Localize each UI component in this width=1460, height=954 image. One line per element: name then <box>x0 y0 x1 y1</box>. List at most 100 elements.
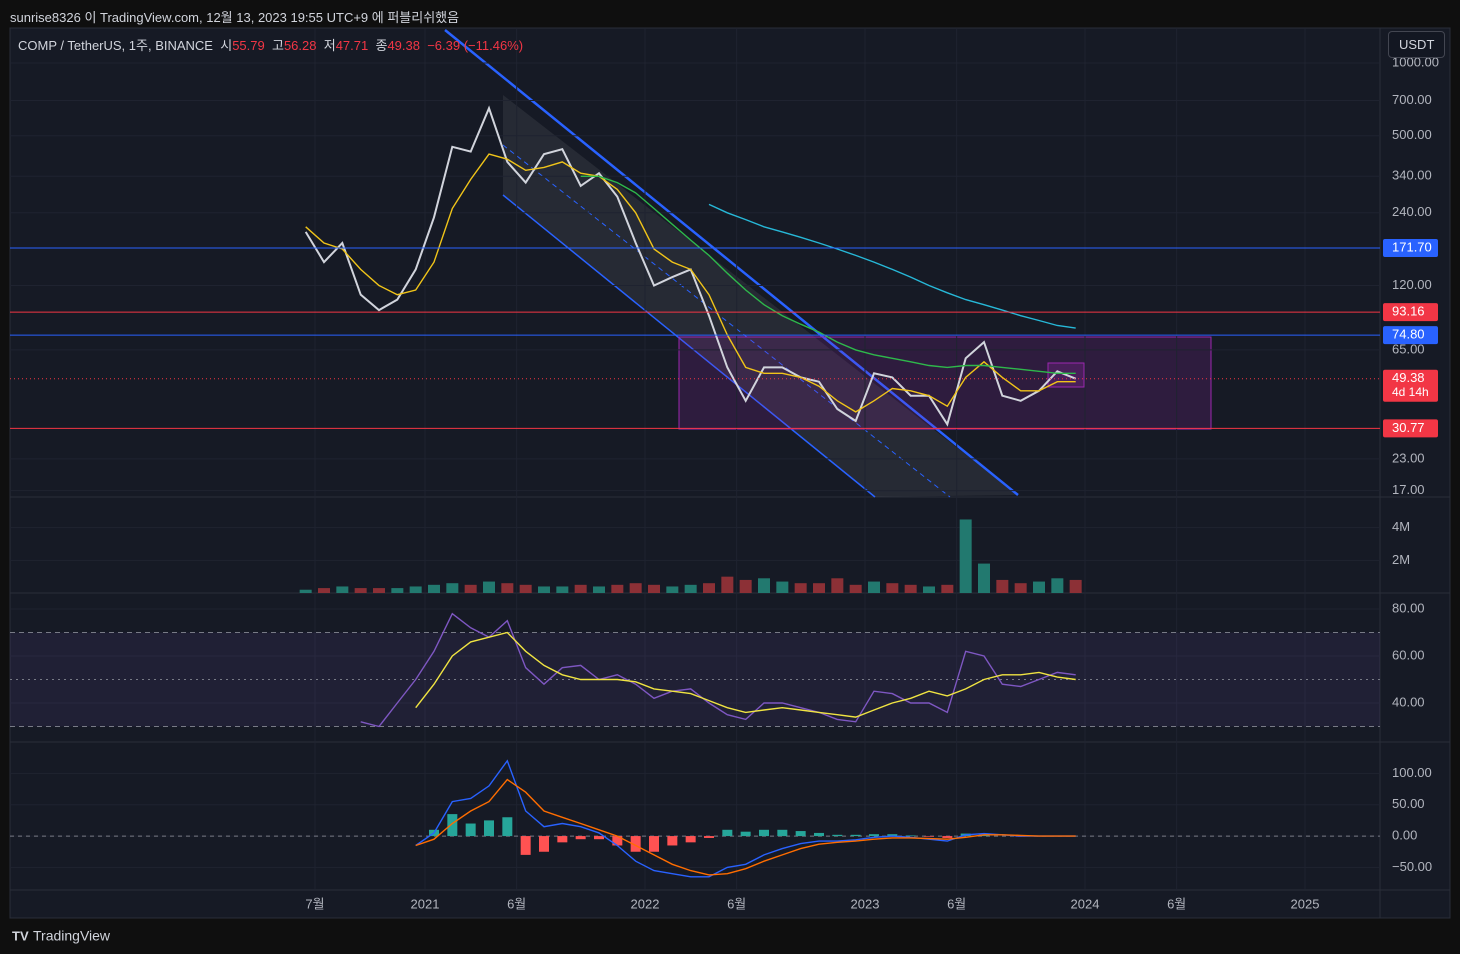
y-tick-label: 700.00 <box>1392 92 1432 107</box>
x-tick-label: 6월 <box>947 896 966 911</box>
x-tick-label: 6월 <box>1167 896 1186 911</box>
macd-histogram-bar <box>850 834 861 837</box>
symbol-legend: COMP / TetherUS, 1주, BINANCE 시55.79 고56.… <box>18 35 523 54</box>
volume-bar <box>923 586 935 593</box>
volume-bar <box>868 581 880 593</box>
macd-histogram-bar <box>630 836 641 852</box>
indicator-line <box>415 778 1076 876</box>
low: 47.71 <box>335 38 369 53</box>
level-label: 74.80 <box>1392 327 1425 342</box>
open-label: 시 <box>220 38 233 53</box>
x-tick-label: 2025 <box>1291 896 1320 911</box>
y-tick-label: 100.00 <box>1392 765 1432 780</box>
y-tick-label: 17.00 <box>1392 482 1425 497</box>
volume-bar <box>483 581 495 593</box>
volume-bar <box>574 584 587 593</box>
volume-bar <box>538 586 550 593</box>
currency-button[interactable]: USDT <box>1388 31 1446 58</box>
high-label: 고 <box>271 38 284 53</box>
plot-layer: 7월 2021 6월 2022 6월 2023 6월 2024 6월 2025 1000.00 700… <box>10 28 1439 911</box>
macd-histogram-bar <box>685 836 696 843</box>
volume-bar <box>464 584 477 593</box>
y-tick-label: 120.00 <box>1392 277 1432 292</box>
volume-bar <box>941 584 954 593</box>
high: 56.28 <box>283 38 317 53</box>
macd-histogram-bar <box>924 836 934 837</box>
volume-bar <box>996 579 1009 593</box>
macd-histogram-bar <box>557 836 568 843</box>
volume-bar <box>611 584 624 593</box>
volume-bar <box>959 519 972 593</box>
last-price-label: 49.38 <box>1392 370 1425 385</box>
y-tick-label: 40.00 <box>1392 694 1425 709</box>
volume-bar <box>849 584 862 593</box>
macd-histogram-bar <box>612 836 623 846</box>
volume-bar <box>556 586 569 593</box>
y-tick-label: 240.00 <box>1392 204 1432 219</box>
macd-histogram-bar <box>777 829 788 837</box>
volume-bar <box>684 584 697 593</box>
volume-bar <box>336 586 349 593</box>
macd-histogram-bar <box>740 831 751 837</box>
volume-bar <box>776 581 789 593</box>
chart-frame <box>9 27 1451 919</box>
volume-bar <box>1014 583 1027 593</box>
symbol: COMP / TetherUS, 1주, BINANCE <box>18 38 213 53</box>
indicator-line <box>415 759 1076 878</box>
macd-histogram-bar <box>502 817 513 837</box>
x-tick-label: 6월 <box>727 896 746 911</box>
y-tick-label: 2M <box>1392 552 1410 567</box>
macd-histogram-bar <box>484 820 494 837</box>
close-label: 종 <box>375 38 388 53</box>
y-tick-label: −50.00 <box>1392 859 1432 874</box>
level-label: 93.16 <box>1392 304 1425 319</box>
macd-histogram-bar <box>667 836 678 846</box>
macd-histogram-bar <box>575 836 586 840</box>
y-tick-label: 500.00 <box>1392 127 1432 142</box>
macd-histogram-bar <box>722 829 733 837</box>
x-tick-label: 2021 <box>411 896 440 911</box>
macd-histogram-bar <box>759 829 769 837</box>
volume-bar <box>1051 578 1064 593</box>
volume-bar <box>373 588 385 593</box>
price-line <box>305 153 1076 413</box>
brand-logo: TV <box>12 928 29 943</box>
y-tick-label: 4M <box>1392 519 1410 534</box>
volume-bar <box>1033 581 1045 593</box>
change: −6.39 (−11.46%) <box>427 38 524 53</box>
volume-bar <box>354 588 367 593</box>
y-tick-label: 23.00 <box>1392 450 1425 465</box>
open: 55.79 <box>232 38 265 53</box>
level-tag <box>1383 326 1438 345</box>
volume-bar <box>409 586 422 593</box>
macd-histogram-bar <box>539 836 549 852</box>
macd-histogram-bar <box>465 823 476 837</box>
volume-bar <box>831 578 844 593</box>
drawings <box>444 29 1212 498</box>
volume-bar <box>501 583 514 593</box>
volume-bar <box>739 579 752 593</box>
x-tick-label: 2024 <box>1071 896 1100 911</box>
volume-bar <box>391 588 404 593</box>
y-tick-label: 340.00 <box>1392 168 1432 183</box>
y-tick-label: 60.00 <box>1392 647 1425 662</box>
volume-bar <box>978 563 990 593</box>
macd-histogram-bar <box>832 834 843 837</box>
price-line <box>580 175 1076 374</box>
level-label: 171.70 <box>1392 239 1432 254</box>
macd-histogram-bar <box>814 832 824 837</box>
macd-histogram-bar <box>942 836 953 838</box>
macd-histogram-bar <box>905 835 916 837</box>
price-line <box>708 203 1076 329</box>
volume-bar <box>904 584 917 593</box>
volume-bar <box>666 586 679 593</box>
y-tick-label: 80.00 <box>1392 600 1425 615</box>
last-price-tag <box>1383 369 1438 402</box>
macd-histogram-bar <box>649 836 659 852</box>
volume-bar <box>794 583 807 593</box>
x-tick-label: 6월 <box>507 896 526 911</box>
volume-bar <box>629 583 642 593</box>
volume-bar <box>593 586 605 593</box>
